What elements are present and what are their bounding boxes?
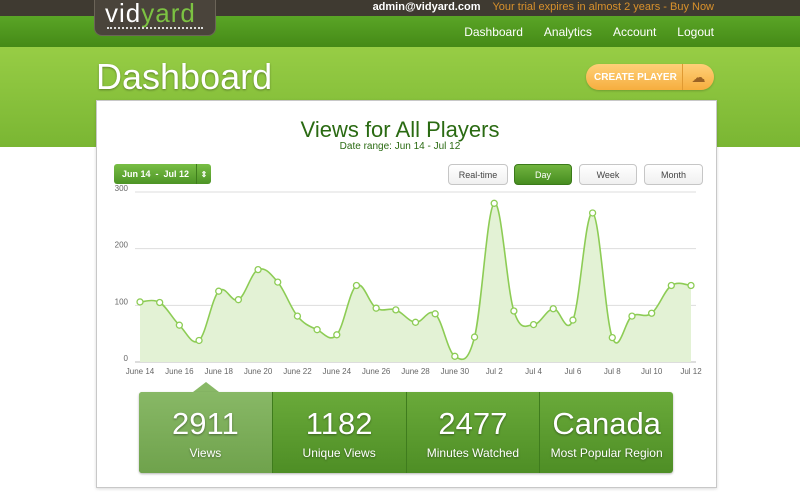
y-tick-label: 100 [115, 297, 129, 306]
stat-label: Views [189, 446, 222, 460]
data-point [608, 333, 616, 342]
data-point [234, 296, 243, 304]
x-tick-label: June 24 [323, 367, 352, 376]
y-tick-label: 0 [124, 354, 129, 363]
trial-notice-link[interactable]: Your trial expires in almost 2 years - B… [492, 1, 714, 13]
data-point [195, 336, 203, 345]
chart-title: Views for All Players [300, 117, 500, 142]
stat-views[interactable]: 2911 Views [139, 392, 273, 473]
data-point [628, 312, 636, 320]
chevron-updown-icon: ⇕ [196, 164, 211, 184]
x-tick-label: June 28 [401, 367, 430, 376]
y-tick-label: 200 [115, 241, 129, 250]
area-fill [140, 203, 691, 362]
y-tick-label: 300 [115, 184, 129, 193]
page-title: Dashboard [96, 56, 273, 97]
stat-label: Most Popular Region [550, 446, 663, 460]
data-point [175, 321, 184, 329]
x-tick-label: June 14 [126, 367, 155, 376]
data-point [293, 312, 302, 320]
period-month-button[interactable]: Month [644, 164, 703, 185]
data-point [451, 352, 459, 360]
x-tick-label: Jul 4 [525, 367, 542, 376]
stat-value: 1182 [305, 406, 373, 441]
x-tick-label: Jul 12 [680, 367, 702, 376]
data-point [647, 309, 656, 317]
stats-bar: 2911 Views 1182 Unique Views 2477 Minutes W… [139, 392, 673, 473]
date-range-text: Date range: Jun 14 - Jul 12 [339, 141, 461, 152]
data-point [352, 281, 361, 290]
data-point [392, 306, 400, 314]
data-point [529, 320, 538, 329]
data-point [470, 333, 479, 341]
data-point [431, 310, 439, 318]
account-strip: admin@vidyard.com Your trial expires in … [373, 1, 714, 13]
x-tick-label: June 30 [441, 367, 470, 376]
stat-label: Minutes Watched [426, 446, 519, 460]
nav-logout[interactable]: Logout [677, 25, 714, 39]
data-point [274, 278, 282, 286]
period-week-button[interactable]: Week [579, 164, 637, 185]
stat-unique-views[interactable]: 1182 Unique Views [273, 392, 407, 473]
nav-dashboard[interactable]: Dashboard [464, 25, 523, 39]
data-point [549, 305, 557, 313]
create-player-button[interactable]: CREATE PLAYER ☁ [586, 64, 714, 90]
stat-value: 2477 [438, 406, 508, 441]
period-realtime-button[interactable]: Real-time [448, 164, 508, 185]
data-point [156, 298, 164, 307]
data-point [372, 304, 380, 312]
x-tick-label: June 22 [283, 367, 312, 376]
stat-minutes-watched[interactable]: 2477 Minutes Watched [407, 392, 541, 473]
vidyard-logo[interactable]: vidyard [94, 0, 216, 36]
x-tick-label: June 16 [165, 367, 194, 376]
data-point [510, 307, 518, 315]
x-tick-label: Jul 8 [604, 367, 621, 376]
data-point [588, 209, 597, 217]
x-tick-label: Jul 6 [564, 367, 581, 376]
data-point [313, 326, 321, 334]
stat-value: Canada [552, 406, 661, 441]
cloud-upload-icon: ☁ [682, 64, 714, 90]
date-range-value: Jun 14 - Jul 12 [122, 169, 190, 179]
x-tick-label: June 20 [244, 367, 273, 376]
data-point [215, 287, 223, 295]
data-point [569, 316, 577, 324]
data-point [333, 331, 341, 339]
data-point [411, 318, 420, 326]
data-point [254, 265, 262, 274]
data-point [667, 281, 675, 290]
x-tick-label: Jul 10 [641, 367, 663, 376]
nav-analytics[interactable]: Analytics [543, 25, 592, 39]
x-tick-label: June 18 [204, 367, 233, 376]
x-tick-label: June 26 [362, 367, 391, 376]
x-tick-label: Jul 2 [486, 367, 503, 376]
user-email[interactable]: admin@vidyard.com [372, 1, 481, 13]
stat-value: 2911 [172, 406, 239, 441]
nav-account[interactable]: Account [612, 25, 657, 39]
period-day-button[interactable]: Day [514, 164, 572, 185]
date-range-select[interactable]: Jun 14 - Jul 12 ⇕ [114, 164, 211, 184]
data-point [687, 281, 695, 290]
data-point [490, 199, 498, 207]
create-player-label: CREATE PLAYER [594, 71, 677, 83]
stat-popular-region[interactable]: Canada Most Popular Region [540, 392, 673, 473]
stat-label: Unique Views [302, 446, 376, 460]
selected-stat-pointer [193, 382, 219, 392]
data-point [136, 298, 144, 306]
